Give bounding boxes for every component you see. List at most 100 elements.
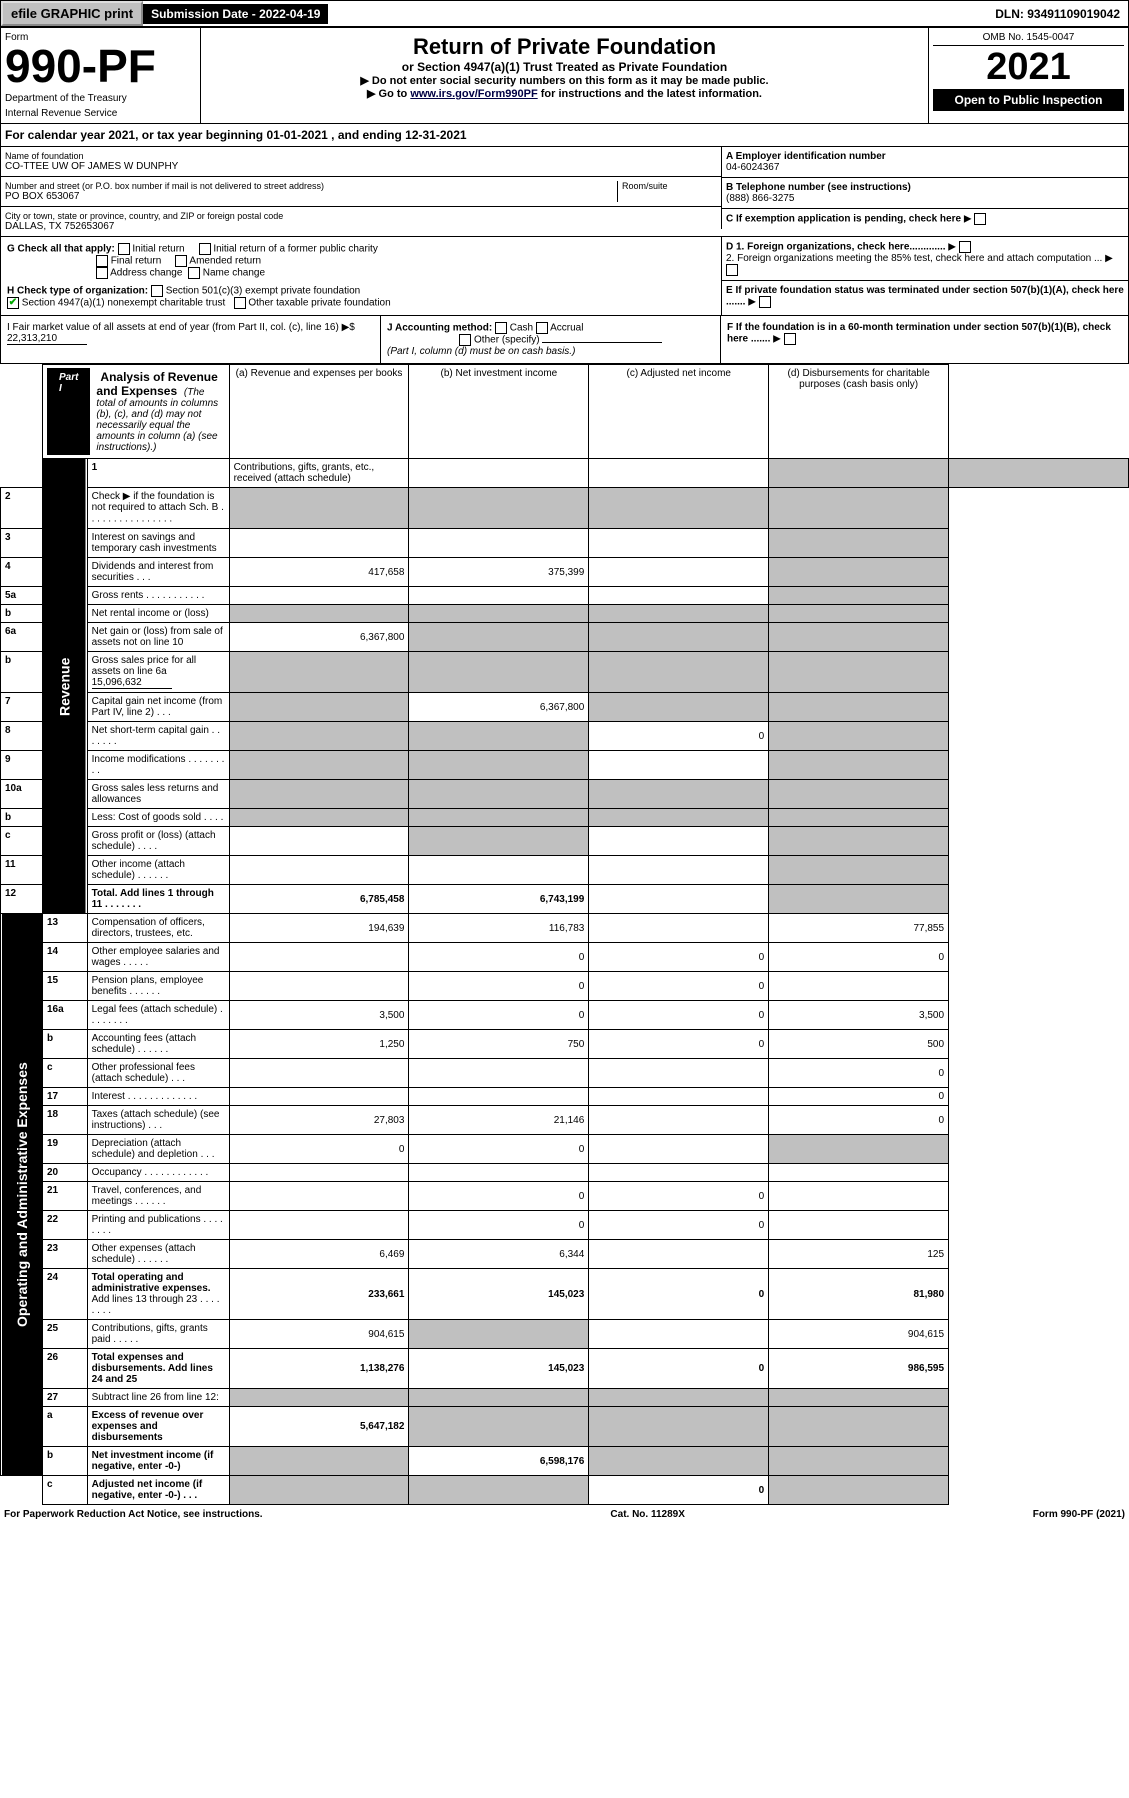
line-16b: Accounting fees (attach schedule) . . . … [87,1030,229,1059]
line-10a: Gross sales less returns and allowances [87,780,229,809]
entity-block: Name of foundation CO-TTEE UW OF JAMES W… [0,147,1129,237]
h-4947a1-checkbox[interactable] [7,297,19,309]
line-18: Taxes (attach schedule) (see instruction… [87,1106,229,1135]
omb-number: OMB No. 1545-0047 [933,32,1124,46]
form-title: Return of Private Foundation [207,34,922,60]
line-9: Income modifications . . . . . . . . . [87,751,229,780]
ein-label: A Employer identification number [726,151,1124,162]
check-block: G Check all that apply: Initial return I… [0,237,1129,316]
expenses-side-label: Operating and Administrative Expenses [1,914,43,1476]
j-note: (Part I, column (d) must be on cash basi… [387,346,575,357]
foundation-name: CO-TTEE UW OF JAMES W DUNPHY [5,161,717,172]
part1-table: Part I Analysis of Revenue and Expenses … [0,364,1129,1505]
calendar-year-row: For calendar year 2021, or tax year begi… [0,124,1129,147]
exemption-pending-label: C If exemption application is pending, c… [726,214,961,225]
h-other-taxable-checkbox[interactable] [234,297,246,309]
line-10b: Less: Cost of goods sold . . . . [87,809,229,827]
city-label: City or town, state or province, country… [5,211,717,221]
line-19: Depreciation (attach schedule) and deple… [87,1135,229,1164]
foundation-address: PO BOX 653067 [5,191,617,202]
part1-tab: Part I [47,368,90,455]
line-22: Printing and publications . . . . . . . … [87,1211,229,1240]
line-6a: Net gain or (loss) from sale of assets n… [87,623,229,652]
topbar: efile GRAPHIC print Submission Date - 20… [0,0,1129,27]
dln: DLN: 93491109019042 [987,4,1128,24]
g-amended-checkbox[interactable] [175,255,187,267]
page-footer: For Paperwork Reduction Act Notice, see … [0,1505,1129,1524]
line-10c: Gross profit or (loss) (attach schedule)… [87,827,229,856]
col-a-header: (a) Revenue and expenses per books [229,365,409,459]
d1-label: D 1. Foreign organizations, check here..… [726,242,946,253]
line-15: Pension plans, employee benefits . . . .… [87,972,229,1001]
line-14: Other employee salaries and wages . . . … [87,943,229,972]
j-label: J Accounting method: [387,323,492,334]
revenue-side-label: Revenue [42,459,87,914]
g-address-change-checkbox[interactable] [96,267,108,279]
room-label: Room/suite [622,181,717,191]
line-1: Contributions, gifts, grants, etc., rece… [229,459,409,488]
cat-number: Cat. No. 11289X [610,1509,684,1520]
fmv-value: 22,313,210 [7,333,87,345]
line-17: Interest . . . . . . . . . . . . . [87,1088,229,1106]
submission-date: Submission Date - 2022-04-19 [143,4,328,24]
col-d-header: (d) Disbursements for charitable purpose… [769,365,949,459]
tax-year: 2021 [933,46,1124,89]
ssn-warning: ▶ Do not enter social security numbers o… [207,74,922,87]
e-label: E If private foundation status was termi… [726,285,1124,308]
open-to-public: Open to Public Inspection [933,89,1124,111]
g-final-return-checkbox[interactable] [96,255,108,267]
col-c-header: (c) Adjusted net income [589,365,769,459]
form-header: Form 990-PF Department of the Treasury I… [0,27,1129,124]
line-11: Other income (attach schedule) . . . . .… [87,856,229,885]
instructions-link[interactable]: www.irs.gov/Form990PF [410,88,537,100]
line-13: Compensation of officers, directors, tru… [87,914,229,943]
phone-label: B Telephone number (see instructions) [726,182,1124,193]
j-accrual-checkbox[interactable] [536,322,548,334]
f-checkbox[interactable] [784,333,796,345]
g-label: G Check all that apply: [7,244,115,255]
d2-checkbox[interactable] [726,264,738,276]
line-27a: Excess of revenue over expenses and disb… [87,1407,229,1447]
dept-treasury: Department of the Treasury [5,93,196,104]
form-number: 990-PF [5,43,196,89]
line-20: Occupancy . . . . . . . . . . . . [87,1164,229,1182]
h-label: H Check type of organization: [7,286,148,297]
line-24: Total operating and administrative expen… [87,1269,229,1320]
line-26: Total expenses and disbursements. Add li… [87,1349,229,1389]
instructions-link-row: ▶ Go to www.irs.gov/Form990PF for instru… [207,87,922,100]
form-subtitle: or Section 4947(a)(1) Trust Treated as P… [207,60,922,74]
line-16a: Legal fees (attach schedule) . . . . . .… [87,1001,229,1030]
ijf-block: I Fair market value of all assets at end… [0,316,1129,364]
foundation-city: DALLAS, TX 752653067 [5,221,717,232]
form-footer-label: Form 990-PF (2021) [1033,1509,1125,1520]
line-4: Dividends and interest from securities .… [87,558,229,587]
phone-value: (888) 866-3275 [726,193,1124,204]
line-2: Check ▶ if the foundation is not require… [87,488,229,529]
line-27c: Adjusted net income (if negative, enter … [87,1476,229,1505]
col-b-header: (b) Net investment income [409,365,589,459]
line-27b: Net investment income (if negative, ente… [87,1447,229,1476]
g-initial-return-checkbox[interactable] [118,243,130,255]
line-27: Subtract line 26 from line 12: [87,1389,229,1407]
addr-label: Number and street (or P.O. box number if… [5,181,617,191]
i-label: I Fair market value of all assets at end… [7,322,355,333]
line-5b: Net rental income or (loss) [87,605,229,623]
line-12: Total. Add lines 1 through 11 . . . . . … [87,885,229,914]
paperwork-notice: For Paperwork Reduction Act Notice, see … [4,1509,263,1520]
d1-checkbox[interactable] [959,241,971,253]
line-3: Interest on savings and temporary cash i… [87,529,229,558]
dept-irs: Internal Revenue Service [5,108,196,119]
e-checkbox[interactable] [759,296,771,308]
d2-label: 2. Foreign organizations meeting the 85%… [726,253,1102,264]
g-name-change-checkbox[interactable] [188,267,200,279]
line-21: Travel, conferences, and meetings . . . … [87,1182,229,1211]
exemption-checkbox[interactable] [974,213,986,225]
h-501c3-checkbox[interactable] [151,285,163,297]
line-8: Net short-term capital gain . . . . . . … [87,722,229,751]
j-cash-checkbox[interactable] [495,322,507,334]
efile-print-button[interactable]: efile GRAPHIC print [1,1,143,26]
g-initial-former-checkbox[interactable] [199,243,211,255]
line-25: Contributions, gifts, grants paid . . . … [87,1320,229,1349]
j-other-checkbox[interactable] [459,334,471,346]
name-label: Name of foundation [5,151,717,161]
